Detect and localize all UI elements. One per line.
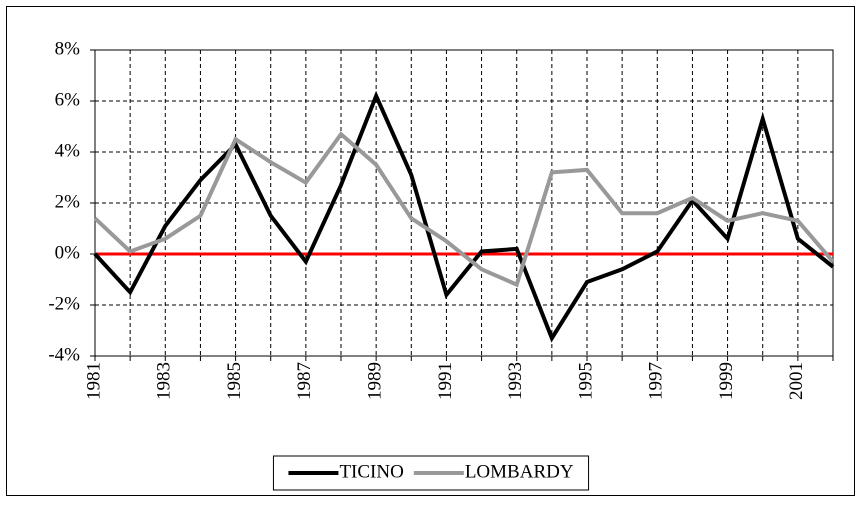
x-tick-label: 1989 — [365, 362, 386, 400]
x-tick-label: 1981 — [83, 362, 104, 400]
x-tick-label: 1991 — [435, 362, 456, 400]
y-tick-label: -2% — [48, 293, 80, 314]
y-tick-label: 6% — [55, 89, 81, 110]
chart-border — [6, 6, 855, 496]
y-tick-label: 0% — [55, 242, 81, 263]
x-tick-label: 1993 — [505, 362, 526, 400]
x-tick-label: 1995 — [575, 362, 596, 400]
legend: TICINO LOMBARDY — [272, 455, 590, 491]
y-tick-label: -4% — [48, 344, 80, 365]
y-tick-label: 4% — [55, 140, 81, 161]
x-tick-label: 1999 — [716, 362, 737, 400]
plot-border — [94, 49, 834, 357]
x-tick-label: 1987 — [294, 362, 315, 400]
legend-label: LOMBARDY — [465, 461, 574, 482]
series-line — [93, 131, 835, 288]
y-tick-label: 2% — [55, 191, 81, 212]
x-tick-label: 1983 — [154, 362, 175, 400]
series-line — [93, 90, 835, 343]
y-tick-label: 8% — [55, 38, 81, 59]
legend-label: TICINO — [339, 461, 403, 482]
x-tick-label: 2001 — [786, 362, 807, 400]
x-tick-label: 1997 — [646, 362, 667, 400]
x-tick-label: 1985 — [224, 362, 245, 400]
